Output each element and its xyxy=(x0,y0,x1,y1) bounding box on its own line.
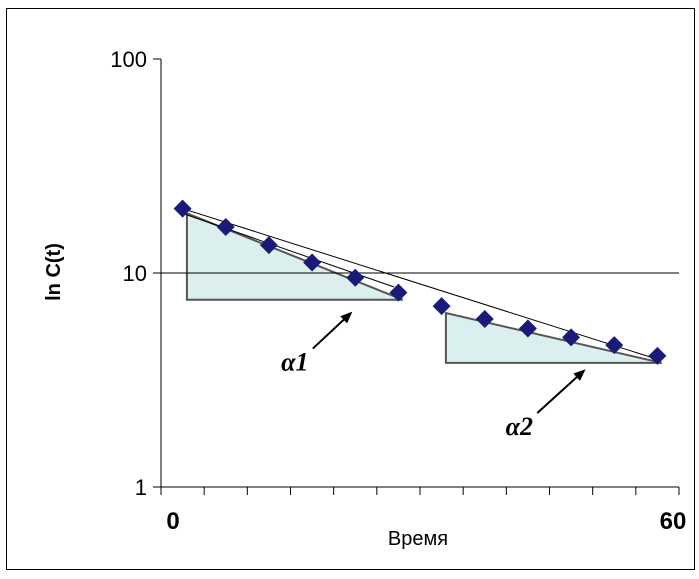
x-tick-label-0: 0 xyxy=(166,508,179,535)
axes-layer xyxy=(153,58,680,495)
trendline-1 xyxy=(182,208,658,360)
data-point xyxy=(518,319,537,338)
data-point xyxy=(432,297,451,316)
annotation-label-2: α2 xyxy=(506,412,533,441)
data-point xyxy=(562,328,581,347)
data-point xyxy=(648,346,667,365)
y-tick-label-100: 100 xyxy=(110,47,147,72)
slope-triangle-2 xyxy=(444,311,662,364)
labels-layer: Время ln C(t) 1 10 100 0 60 xyxy=(43,47,686,550)
data-point xyxy=(173,199,192,218)
triangles-layer xyxy=(185,211,662,364)
points-layer xyxy=(173,199,667,365)
annotation-arrow-1 xyxy=(312,311,353,350)
x-tick-label-60: 60 xyxy=(660,508,687,535)
data-point xyxy=(216,218,235,237)
annotation-layer: α1 α2 xyxy=(281,311,586,441)
x-axis-title: Время xyxy=(388,528,448,550)
y-tick-label-10: 10 xyxy=(123,261,147,286)
data-point xyxy=(259,236,278,255)
data-point xyxy=(605,336,624,355)
data-point xyxy=(346,268,365,287)
data-point xyxy=(389,283,408,302)
annotation-label-1: α1 xyxy=(281,348,308,377)
data-point xyxy=(303,253,322,272)
y-tick-label-1: 1 xyxy=(135,475,147,500)
annotation-arrow-2 xyxy=(536,369,586,414)
y-axis-title: ln C(t) xyxy=(43,243,65,301)
data-point xyxy=(475,309,494,328)
